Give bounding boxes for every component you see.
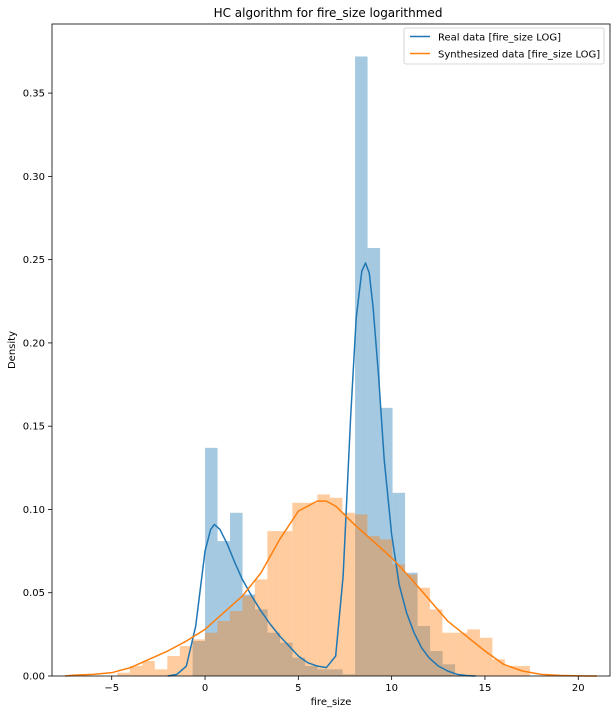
synthesized-data-bar [242,596,255,676]
synthesized-data-bar [442,632,455,676]
kde-curves [64,262,597,677]
synthesized-data-bar [117,672,130,676]
synthesized-data-bar [292,502,305,676]
y-tick-label: 0.30 [23,172,45,183]
real-data-bar [192,641,206,676]
real-data-bar [280,642,293,676]
legend-real-label: Real data [fire_size LOG] [438,33,561,44]
synthesized-data-bar [367,536,380,676]
real-data-bar [330,669,343,676]
synthesized-data-bar [454,632,468,676]
real-data-bar [205,447,218,676]
real-data-kde-line [167,262,476,677]
synthesized-data-bar [304,502,318,676]
real-data-bar [317,669,331,676]
plot-frame [51,23,611,677]
synthesized-data-bar [154,669,168,676]
real-data-bar [255,609,268,676]
y-tick-label: 0.20 [23,338,45,349]
real-data-bar [380,407,393,676]
synthesized-data-bar [204,632,218,676]
synthesized-data-bar [479,637,493,676]
synthesized-data-kde-line [64,500,597,677]
synthesized-data-bar [167,656,180,676]
synthesized-data-bar [342,512,355,676]
synthesized-data-bar [279,531,293,676]
synthesized-data-bar [429,609,443,676]
real-data-bar [230,512,243,676]
real-data-bar [242,594,256,676]
plot-area [52,24,610,676]
y-axis-title: Density [7,331,18,369]
synthesized-data-histogram [117,494,530,676]
synthesized-data-bar [467,629,480,676]
real-data-bar [267,632,281,676]
y-tick-label: 0.10 [23,505,45,516]
real-data-bar [342,674,356,676]
x-tick-label: 5 [295,683,301,694]
y-tick-label: 0.00 [23,672,45,683]
real-data-bar [292,657,306,676]
real-data-histogram [192,56,456,677]
synthesized-data-bar [142,661,155,676]
legend-box [403,27,605,65]
synthesized-data-bar [354,514,368,676]
synthesized-data-bar [379,539,393,676]
y-axis: 0.00 0.05 0.10 0.15 0.20 0.25 0.30 0.35 [23,89,52,683]
synthesized-data-bar [129,666,143,676]
x-tick-label: 20 [572,683,585,694]
synthesized-data-bar [317,494,330,676]
x-axis-title: fire_size [311,697,352,708]
synthesized-data-bar [329,497,343,676]
synthesized-data-bar [229,611,243,676]
synthesized-data-bar [254,579,268,676]
y-tick-label: 0.05 [23,588,45,599]
synthesized-data-bar [504,666,518,676]
synthesized-data-bar [217,621,230,676]
legend: Real data [fire_size LOG] Synthesized da… [403,27,605,65]
synthesized-data-bar [267,531,280,676]
real-data-bar [442,664,456,676]
x-tick-label: 10 [385,683,398,694]
y-tick-label: 0.25 [23,255,45,266]
synthesized-data-bar [192,639,205,676]
x-axis: −5 0 5 10 15 20 [104,676,585,694]
x-tick-label: 0 [202,683,208,694]
chart-title: HC algorithm for fire_size logarithmed [214,6,443,20]
synthesized-data-bar [492,659,505,676]
real-data-bar [217,541,231,676]
y-tick-label: 0.35 [23,89,45,100]
synthesized-data-bar [417,587,430,676]
x-tick-label: 15 [479,683,492,694]
real-data-bar [355,56,368,677]
x-tick-label: −5 [104,683,119,694]
legend-synthesized-label: Synthesized data [fire_size LOG] [438,50,600,61]
y-tick-label: 0.15 [23,422,45,433]
real-data-bar [305,666,318,676]
